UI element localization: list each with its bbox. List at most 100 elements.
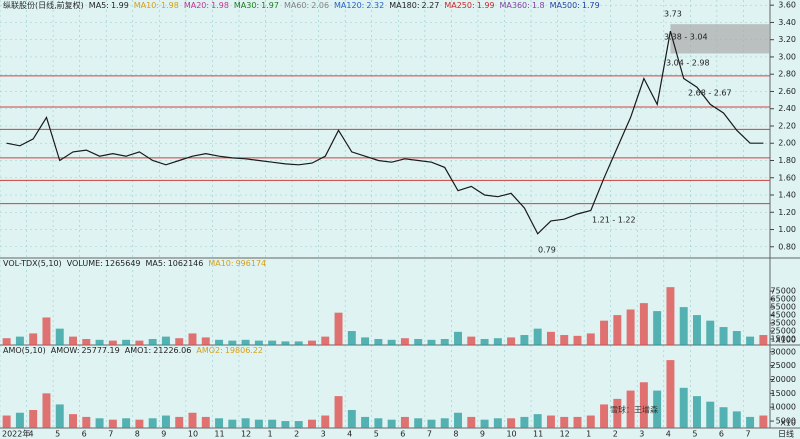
volume-bar xyxy=(440,418,449,428)
volume-bar xyxy=(122,339,131,345)
indicator-value: 996174 xyxy=(236,259,267,268)
y-tick-label: 0.80 xyxy=(778,242,796,251)
volume-bar xyxy=(573,416,582,428)
volume-bar xyxy=(95,339,104,345)
x-tick-label: 1 xyxy=(268,430,273,439)
indicator-value: 1062146 xyxy=(168,259,204,268)
volume-bar xyxy=(732,411,741,428)
volume-bar xyxy=(639,382,648,428)
volume-bar xyxy=(268,340,277,345)
volume-bar xyxy=(42,393,51,428)
x-tick-label: 5 xyxy=(692,430,697,439)
x-tick-label: 2 xyxy=(294,430,299,439)
volume-bar xyxy=(228,340,237,345)
volume-bar xyxy=(281,421,290,428)
indicator-name: MA120: xyxy=(334,1,364,10)
y-tick-label: 3.40 xyxy=(778,18,796,27)
panel-header: 纵联股份(日线,前复权) MA5: 1.99 MA10: 1.98 MA20: 1.98 MA… xyxy=(3,0,600,10)
x-tick-label: 2022年 xyxy=(2,429,30,439)
volume-bar xyxy=(400,416,409,428)
volume-bar xyxy=(15,412,24,428)
volume-bar xyxy=(600,320,609,345)
x-tick-label: 4 xyxy=(666,430,671,439)
volume-bar xyxy=(294,421,303,428)
indicator-name: AMO2: xyxy=(196,346,222,355)
x-tick-label: 11 xyxy=(533,430,543,439)
volume-bar xyxy=(613,398,622,428)
volume-bar xyxy=(719,407,728,428)
volume-bar xyxy=(29,333,38,345)
y-tick-label: 65000 xyxy=(771,295,796,304)
volume-bar xyxy=(573,335,582,345)
x-tick-label: 4 xyxy=(29,430,34,439)
volume-bar xyxy=(759,415,768,428)
volume-bar xyxy=(254,419,263,428)
volume-bar xyxy=(493,338,502,345)
indicator-name: VOLUME: xyxy=(67,259,103,268)
y-tick-label: 2.00 xyxy=(778,139,796,148)
x-tick-label: 7 xyxy=(745,430,750,439)
volume-bar xyxy=(148,418,157,428)
y-tick-label: 5000 xyxy=(776,417,796,426)
volume-bar xyxy=(361,337,370,345)
volume-bar xyxy=(108,340,117,345)
y-tick-label: 1.60 xyxy=(778,173,796,182)
x-tick-label: 9 xyxy=(161,430,166,439)
x-tick-label: 5 xyxy=(374,430,379,439)
volume-bar xyxy=(719,327,728,345)
indicator-name: MA10: xyxy=(208,259,233,268)
x-tick-label: 6 xyxy=(400,430,405,439)
volume-bar xyxy=(746,416,755,428)
volume-bar xyxy=(414,418,423,428)
volume-bar xyxy=(533,414,542,428)
volume-bar xyxy=(387,419,396,428)
volume-bar xyxy=(693,396,701,428)
volume-bar xyxy=(188,412,197,428)
x-tick-label: 6 xyxy=(82,430,87,439)
panel-header: VOL-TDX(5,10) VOLUME: 1265649 MA5: 1062146 MA… xyxy=(3,259,266,268)
x-tick-label: 11 xyxy=(214,430,224,439)
price-zone xyxy=(670,24,770,54)
volume-bar xyxy=(55,328,64,345)
volume-bar xyxy=(175,338,184,345)
volume-bar xyxy=(706,320,715,345)
x-tick-label: 8 xyxy=(135,430,140,439)
period-label: 日线 xyxy=(778,429,794,439)
indicator-value: 1.99 xyxy=(111,1,129,10)
indicator-value: 1265649 xyxy=(105,259,141,268)
y-tick-label: 15000 xyxy=(771,389,796,398)
indicator-value: 25777.19 xyxy=(82,346,120,355)
volume-bar xyxy=(321,336,330,345)
volume-bar xyxy=(215,339,224,345)
volume-bar xyxy=(108,419,117,428)
x-tick-label: 12 xyxy=(560,430,570,439)
volume-bar xyxy=(467,336,476,345)
volume-bar xyxy=(82,416,91,428)
volume-bar xyxy=(679,307,688,345)
volume-bar xyxy=(95,418,104,428)
volume-bar xyxy=(2,338,11,345)
volume-bar xyxy=(706,401,715,428)
volume-bar xyxy=(201,416,210,428)
indicator-name: AMO1: xyxy=(125,346,151,355)
x-tick-label: 10 xyxy=(506,430,516,439)
volume-bar xyxy=(427,419,436,428)
volume-bar xyxy=(188,333,197,345)
y-tick-label: 1.80 xyxy=(778,156,796,165)
volume-bar xyxy=(2,415,11,428)
volume-bar xyxy=(241,339,250,345)
volume-bar xyxy=(268,419,277,428)
volume-bar xyxy=(215,418,224,428)
volume-bar xyxy=(228,419,237,428)
volume-bar xyxy=(308,419,316,428)
volume-bar xyxy=(334,396,343,428)
volume-bar xyxy=(361,416,370,428)
volume-bar xyxy=(294,341,303,345)
volume-bar xyxy=(732,331,741,345)
volume-bar xyxy=(467,416,476,428)
x-tick-label: 9 xyxy=(480,430,485,439)
volume-bar xyxy=(374,339,383,345)
volume-bar xyxy=(600,404,609,428)
volume-bar xyxy=(241,418,250,428)
